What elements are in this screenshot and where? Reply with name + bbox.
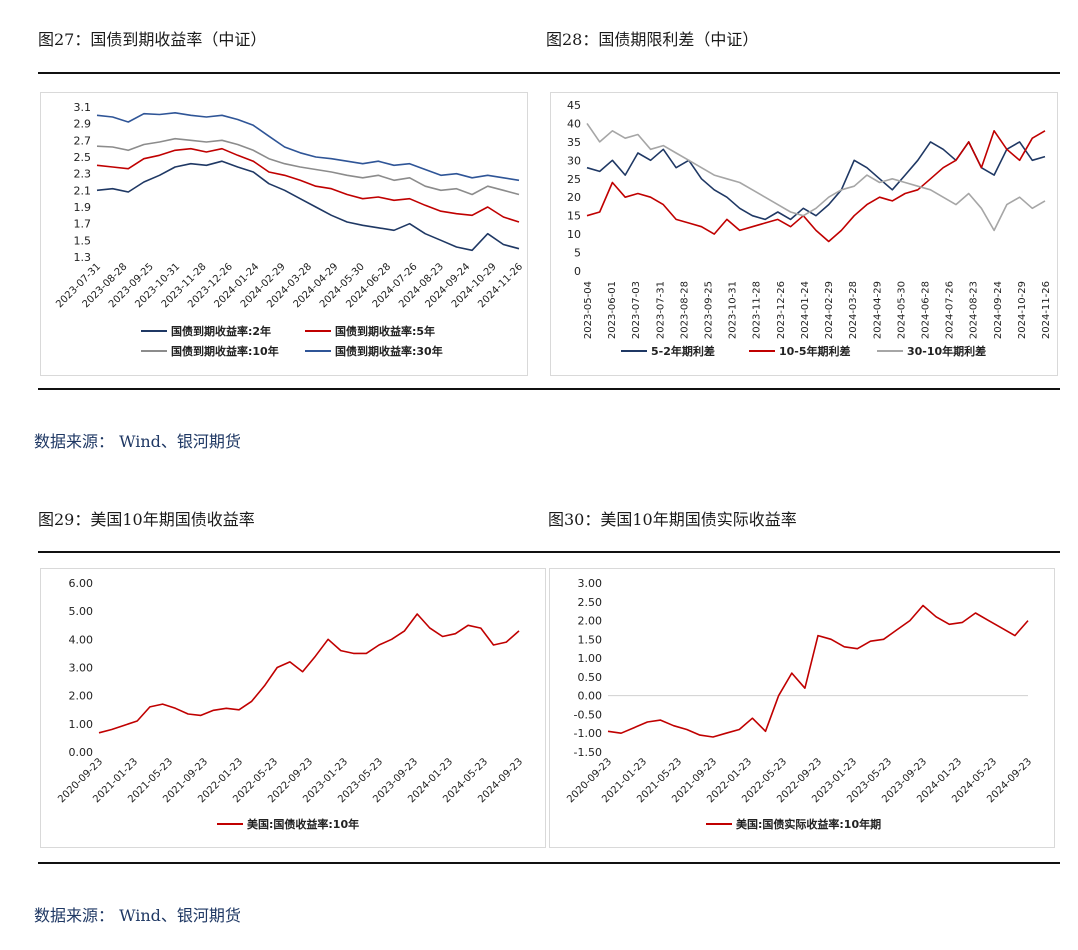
y-tick-label: 2.5	[74, 151, 92, 164]
y-tick-label: 3.00	[69, 662, 94, 675]
fig30-chart-panel: 3.00 2.50 2.00 1.50 1.00 0.50 0.00 -0.50 -1.00 -1…	[549, 568, 1055, 848]
fig27-title: 图27：国债到期收益率（中证）	[38, 30, 267, 49]
fig29-chart: 6.005.004.003.002.001.000.002020-09-2320…	[56, 577, 525, 831]
y-tick-label: 2.00	[69, 690, 94, 703]
fig30-chart: 3.00 2.50 2.00 1.50 1.00 0.50 0.00 -0.50 -1.00 -1…	[565, 577, 1034, 831]
legend-label: 30-10年期利差	[907, 344, 986, 358]
x-tick-label: 2024-07-26	[945, 281, 956, 339]
y-tick-label: 30	[567, 154, 581, 167]
y-tick-label: -0.50	[574, 708, 602, 721]
series-line	[586, 129, 1046, 243]
y-tick-label: 15	[567, 210, 581, 223]
x-tick-label: 2023-07-03	[631, 281, 642, 339]
x-tick-label: 2023-11-28	[752, 281, 763, 339]
y-tick-label: 6.00	[69, 577, 94, 590]
fig28-chart-panel: 45 40 35 30 25 20 15 10 5 0 2023-05-04 2023-06-01 20…	[550, 92, 1058, 376]
y-tick-label: 0.50	[578, 671, 603, 684]
x-tick-label: 2023-12-26	[776, 281, 787, 339]
y-tick-label: 3.1	[74, 101, 92, 114]
series-line	[96, 137, 520, 196]
legend-label: 5-2年期利差	[651, 344, 715, 358]
y-tick-label: 1.7	[74, 218, 92, 231]
y-tick-label: 1.00	[578, 652, 603, 665]
y-tick-label: 1.00	[69, 718, 94, 731]
legend-label: 美国:国债收益率:10年	[247, 817, 359, 831]
x-tick-label: 2024-08-23	[969, 281, 980, 339]
y-tick-label: 2.00	[578, 615, 603, 628]
x-tick-label: 2024-03-28	[848, 281, 859, 339]
y-tick-label: 4.00	[69, 633, 94, 646]
y-tick-label: 5	[574, 247, 581, 260]
y-tick-label: -1.50	[574, 746, 602, 759]
x-tick-label: 2024-11-26	[1041, 281, 1052, 339]
top-bottom-rule	[38, 388, 1060, 390]
y-tick-label: 1.5	[74, 234, 92, 247]
top-rule	[38, 72, 1060, 74]
y-tick-label: 5.00	[69, 605, 94, 618]
series-line	[96, 160, 520, 252]
y-tick-label: 20	[567, 191, 581, 204]
y-tick-label: 2.9	[74, 118, 92, 131]
y-tick-label: 35	[567, 136, 581, 149]
y-tick-label: 10	[567, 228, 581, 241]
x-tick-label: 2023-10-31	[728, 281, 739, 339]
x-tick-label: 2024-10-29	[1017, 281, 1028, 339]
x-tick-label: 2024-09-24	[993, 281, 1004, 339]
y-tick-label: 40	[567, 117, 581, 130]
y-tick-label: 0.00	[69, 746, 94, 759]
y-tick-label: 1.9	[74, 201, 92, 214]
x-tick-label: 2023-06-01	[607, 281, 618, 339]
middle-rule	[38, 551, 1060, 553]
fig27-chart-panel: 3.1 2.9 2.7 2.5 2.3 2.1 1.9 1.7 1.5 1.3 2023-07-31…	[40, 92, 528, 376]
legend-label: 美国:国债实际收益率:10年期	[736, 817, 881, 831]
x-tick-label: 2024-01-24	[800, 281, 811, 339]
y-tick-label: 45	[567, 99, 581, 112]
legend-label: 国债到期收益率:10年	[171, 344, 279, 358]
legend-label: 国债到期收益率:5年	[335, 324, 435, 338]
series-line	[98, 613, 520, 734]
y-tick-label: 25	[567, 173, 581, 186]
fig29-title: 图29：美国10年期国债收益率	[38, 510, 255, 529]
x-tick-label: 2024-05-30	[896, 281, 907, 339]
fig29-chart-panel: 6.00 5.00 4.00 3.00 2.00 1.00 0.00 2020-09-23 20…	[40, 568, 546, 848]
series-line	[607, 604, 1029, 738]
y-tick-label: 1.50	[578, 633, 603, 646]
y-tick-label: 0.00	[578, 690, 603, 703]
x-tick-label: 2023-08-28	[679, 281, 690, 339]
legend-label: 10-5年期利差	[779, 344, 851, 358]
x-tick-label: 2024-02-29	[824, 281, 835, 339]
bottom-rule	[38, 862, 1060, 864]
y-tick-label: 3.00	[578, 577, 603, 590]
fig30-title: 图30：美国10年期国债实际收益率	[548, 510, 797, 529]
y-tick-label: 2.50	[578, 596, 603, 609]
y-tick-label: 2.7	[74, 134, 92, 147]
series-line	[96, 147, 520, 223]
x-tick-label: 2024-06-28	[920, 281, 931, 339]
x-tick-label: 2023-09-25	[704, 281, 715, 339]
y-tick-label: 0	[574, 265, 581, 278]
x-tick-label: 2023-05-04	[583, 281, 594, 339]
fig28-title: 图28：国债期限利差（中证）	[546, 30, 759, 49]
source-note-top: 数据来源： Wind、银河期货	[34, 432, 241, 451]
y-tick-label: -1.00	[574, 727, 602, 740]
y-tick-label: 2.1	[74, 184, 92, 197]
legend-label: 国债到期收益率:30年	[335, 344, 443, 358]
x-tick-label: 2023-07-31	[54, 261, 103, 310]
x-tick-label: 2023-07-31	[655, 281, 666, 339]
fig27-chart: 3.1 2.9 2.7 2.5 2.3 2.1 1.9 1.7 1.5 1.32023-07-31…	[54, 101, 525, 358]
source-note-bottom: 数据来源： Wind、银河期货	[34, 906, 241, 925]
x-tick-label: 2024-04-29	[872, 281, 883, 339]
legend-label: 国债到期收益率:2年	[171, 324, 271, 338]
series-line	[96, 111, 520, 182]
y-tick-label: 2.3	[74, 168, 92, 181]
series-line	[586, 122, 1046, 232]
y-tick-label: 1.3	[74, 251, 92, 264]
